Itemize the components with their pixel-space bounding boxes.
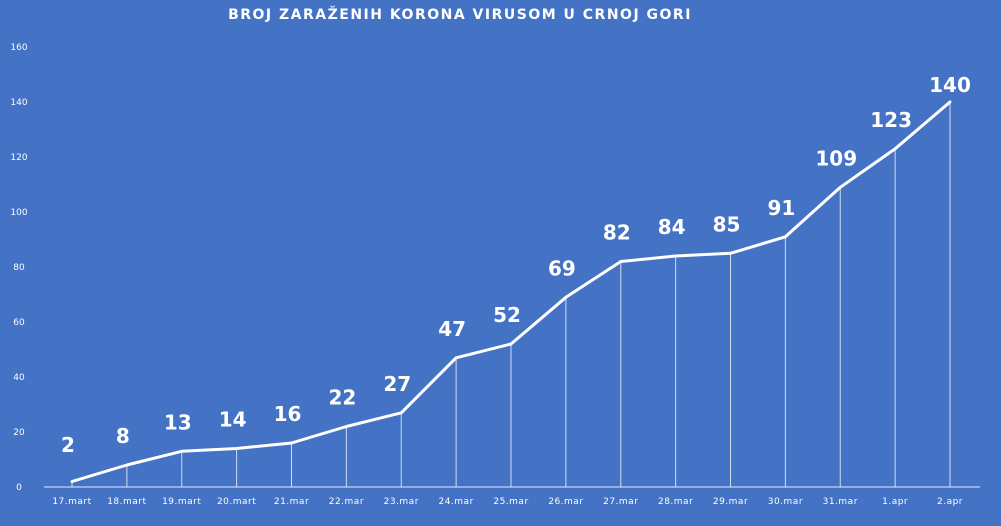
- x-tick-label: 28.mar: [658, 497, 693, 507]
- data-label: 14: [219, 408, 247, 432]
- drop-lines: [71, 102, 951, 487]
- x-tick-label: 30.mar: [768, 497, 803, 507]
- data-label: 52: [493, 303, 521, 327]
- x-tick-label: 31.mar: [823, 497, 858, 507]
- data-label: 123: [870, 108, 912, 132]
- x-axis: 17.mart 18.mart 19.mart 20.mart 21.mar 22.mar…: [44, 486, 980, 507]
- data-label: 47: [438, 317, 466, 341]
- x-tick-label: 17.mart: [52, 497, 91, 507]
- x-tick-label: 1.apr: [882, 497, 908, 507]
- x-tick-label: 26.mar: [548, 497, 583, 507]
- x-tick-label: 21.mar: [274, 497, 309, 507]
- x-tick-label: 29.mar: [713, 497, 748, 507]
- data-label: 85: [713, 212, 741, 236]
- data-label: 8: [116, 424, 130, 448]
- y-tick-label: 0: [16, 483, 22, 493]
- y-tick-label: 100: [10, 208, 27, 218]
- x-tick-label: 18.mart: [107, 497, 146, 507]
- y-tick-label: 80: [13, 263, 25, 273]
- y-tick-label: 120: [10, 153, 27, 163]
- y-tick-label: 40: [13, 373, 25, 383]
- data-label: 140: [929, 73, 971, 97]
- y-tick-label: 20: [13, 428, 25, 438]
- x-tick-label: 22.mar: [329, 497, 364, 507]
- data-label: 109: [815, 146, 857, 170]
- y-tick-label: 140: [10, 98, 27, 108]
- data-label: 2: [61, 433, 75, 457]
- x-tick-label: 23.mar: [384, 497, 419, 507]
- data-label: 91: [767, 196, 795, 220]
- y-axis: 0 20 40 60 80 100 120 140 160: [10, 43, 27, 493]
- data-label: 27: [383, 372, 411, 396]
- data-label: 13: [164, 410, 192, 434]
- chart-title: BROJ ZARAŽENIH KORONA VIRUSOM U CRNOJ GO…: [228, 6, 692, 23]
- x-tick-label: 24.mar: [438, 497, 473, 507]
- y-tick-label: 160: [10, 43, 27, 53]
- x-tick-label: 27.mar: [603, 497, 638, 507]
- data-label: 16: [274, 402, 302, 426]
- data-label: 69: [548, 256, 576, 280]
- data-label: 82: [603, 221, 631, 245]
- y-tick-label: 60: [13, 318, 25, 328]
- data-labels: 2 8 13 14 16 22 27 47 52 69 82 84 85 91 109 123 140: [61, 73, 971, 457]
- series-line: [70, 100, 952, 483]
- x-tick-label: 20.mart: [217, 497, 256, 507]
- data-label: 22: [328, 386, 356, 410]
- x-tick-label: 19.mart: [162, 497, 201, 507]
- x-tick-label: 2.apr: [937, 497, 963, 507]
- series-cases: [70, 100, 952, 483]
- x-tick-label: 25.mar: [493, 497, 528, 507]
- data-label: 84: [658, 215, 686, 239]
